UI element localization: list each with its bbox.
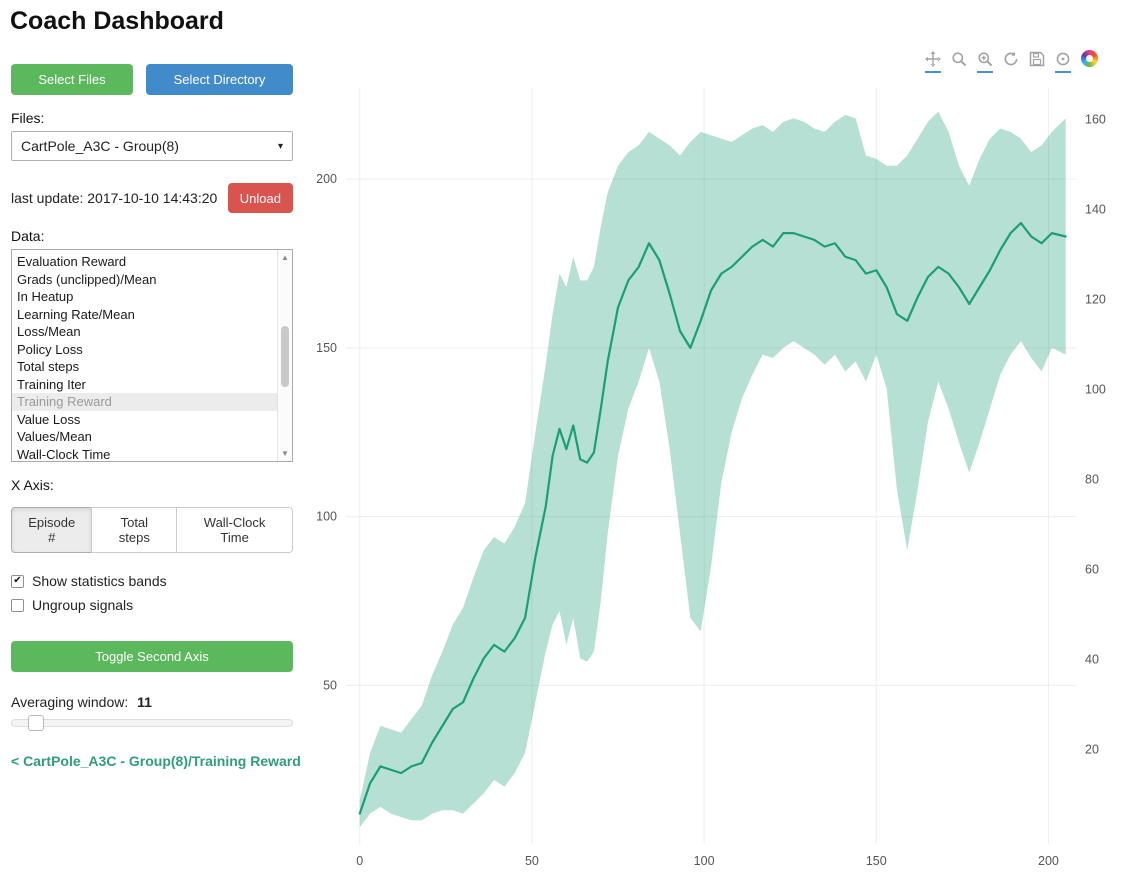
page-title: Coach Dashboard bbox=[10, 7, 224, 35]
y-left-tick-label: 150 bbox=[316, 341, 337, 355]
data-list-items: Evaluation Reward Grads (unclipped)/Mean… bbox=[12, 250, 277, 461]
data-list-item[interactable]: Values/Mean bbox=[17, 429, 92, 444]
main-layout: Select Files Select Directory Files: Car… bbox=[0, 36, 1142, 876]
data-list-item[interactable]: Grads (unclipped)/Mean bbox=[17, 271, 157, 287]
scroll-down-icon[interactable]: ▼ bbox=[281, 449, 289, 458]
averaging-window-slider[interactable] bbox=[11, 715, 293, 731]
save-icon[interactable] bbox=[1029, 51, 1045, 73]
y-left-tick-label: 50 bbox=[323, 678, 337, 692]
wheel-zoom-icon[interactable] bbox=[977, 51, 993, 73]
chart-area: 0 50 100 150 200 50 100 150 200 20 40 60 80 100 120 140… bbox=[304, 36, 1142, 876]
data-list-item[interactable]: Total steps bbox=[17, 359, 80, 374]
x-tick-label: 200 bbox=[1038, 854, 1059, 868]
x-axis-total-steps-button[interactable]: Total steps bbox=[91, 507, 178, 553]
y-right-tick-label: 160 bbox=[1085, 113, 1106, 127]
chevron-down-icon: ▾ bbox=[277, 140, 283, 152]
last-update-text: last update: 2017-10-10 14:43:20 bbox=[11, 190, 218, 206]
hover-tool-icon[interactable] bbox=[1055, 51, 1071, 73]
show-statistics-bands-label: Show statistics bands bbox=[32, 573, 167, 589]
chart-modebar bbox=[925, 50, 1098, 73]
data-list-item-selected[interactable]: Training Reward bbox=[12, 393, 277, 411]
data-list-item[interactable]: Loss/Mean bbox=[17, 324, 81, 339]
y-right-tick-label: 140 bbox=[1085, 203, 1106, 217]
file-buttons-row: Select Files Select Directory bbox=[11, 64, 293, 95]
data-label: Data: bbox=[11, 228, 45, 244]
scrollbar-thumb[interactable] bbox=[281, 325, 289, 387]
x-tick-label: 150 bbox=[866, 854, 887, 868]
averaging-window-row: Averaging window: 11 bbox=[11, 694, 293, 710]
x-axis-wall-clock-button[interactable]: Wall-Clock Time bbox=[176, 507, 294, 553]
select-directory-button[interactable]: Select Directory bbox=[146, 64, 293, 95]
ungroup-signals-label: Ungroup signals bbox=[32, 597, 134, 613]
y-right-tick-label: 80 bbox=[1085, 473, 1099, 487]
training-reward-line bbox=[358, 221, 1067, 815]
reset-axes-icon[interactable] bbox=[1003, 51, 1019, 73]
training-reward-chart[interactable]: 0 50 100 150 200 50 100 150 200 20 40 60 80 100 120 140… bbox=[304, 76, 1129, 881]
x-tick-label: 100 bbox=[694, 854, 715, 868]
scrollbar[interactable]: ▲ ▼ bbox=[277, 250, 292, 461]
files-label: Files: bbox=[11, 110, 45, 126]
sidebar: Select Files Select Directory Files: Car… bbox=[0, 36, 304, 876]
x-axis-button-group: Episode # Total steps Wall-Clock Time bbox=[11, 507, 294, 553]
toggle-second-axis-button[interactable]: Toggle Second Axis bbox=[11, 641, 293, 672]
select-files-button[interactable]: Select Files bbox=[11, 64, 133, 95]
scrollbar-track[interactable] bbox=[278, 263, 292, 448]
slider-thumb[interactable] bbox=[28, 715, 44, 731]
data-list-item[interactable]: In Heatup bbox=[17, 289, 74, 304]
ungroup-signals-checkbox[interactable] bbox=[11, 598, 24, 612]
y-right-tick-label: 40 bbox=[1085, 653, 1099, 667]
statistics-band bbox=[359, 111, 1066, 828]
data-list-item[interactable]: Value Loss bbox=[17, 411, 81, 427]
files-dropdown-value: CartPole_A3C - Group(8) bbox=[21, 138, 179, 154]
show-statistics-bands-row[interactable]: ✔ Show statistics bands bbox=[11, 573, 293, 589]
y-right-tick-label: 120 bbox=[1085, 293, 1106, 307]
averaging-window-value: 11 bbox=[137, 694, 152, 710]
bokeh-logo[interactable] bbox=[1081, 50, 1098, 73]
y-right-tick-label: 20 bbox=[1085, 743, 1099, 757]
box-zoom-icon[interactable] bbox=[951, 51, 967, 73]
x-tick-label: 0 bbox=[356, 854, 363, 868]
x-axis-episode-button[interactable]: Episode # bbox=[11, 507, 93, 553]
data-list-item[interactable]: Training Iter bbox=[17, 376, 86, 392]
ungroup-signals-row[interactable]: Ungroup signals bbox=[11, 597, 293, 613]
y-right-tick-label: 100 bbox=[1085, 383, 1106, 397]
update-row: last update: 2017-10-10 14:43:20 Unload bbox=[11, 183, 293, 213]
pan-icon[interactable] bbox=[925, 51, 941, 73]
show-statistics-bands-checkbox[interactable]: ✔ bbox=[11, 574, 24, 588]
x-axis-label: X Axis: bbox=[11, 477, 54, 493]
data-list-item[interactable]: Wall-Clock Time bbox=[17, 446, 111, 462]
y-left-tick-label: 100 bbox=[316, 510, 337, 524]
scroll-up-icon[interactable]: ▲ bbox=[281, 253, 289, 262]
unload-button[interactable]: Unload bbox=[227, 183, 293, 213]
data-list-item[interactable]: Evaluation Reward bbox=[17, 254, 127, 269]
x-tick-label: 50 bbox=[525, 854, 539, 868]
averaging-window-label: Averaging window: bbox=[11, 694, 129, 710]
files-dropdown[interactable]: CartPole_A3C - Group(8) ▾ bbox=[11, 131, 293, 161]
y-left-tick-label: 200 bbox=[316, 172, 337, 186]
breadcrumb-link[interactable]: < CartPole_A3C - Group(8)/Training Rewar… bbox=[11, 753, 301, 769]
y-right-tick-label: 60 bbox=[1085, 563, 1099, 577]
data-list-item[interactable]: Policy Loss bbox=[17, 341, 83, 357]
data-list: Evaluation Reward Grads (unclipped)/Mean… bbox=[11, 249, 293, 462]
data-list-item[interactable]: Learning Rate/Mean bbox=[17, 306, 135, 322]
